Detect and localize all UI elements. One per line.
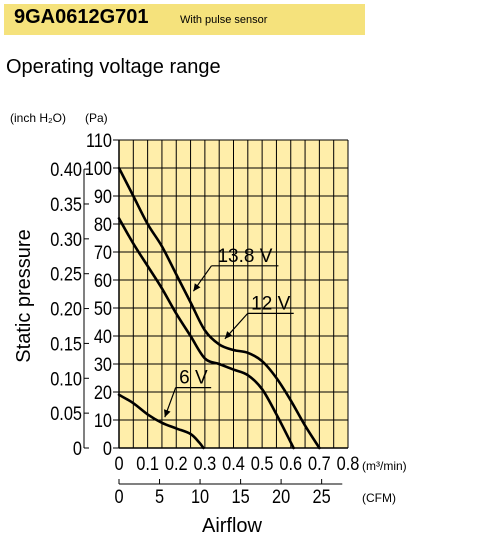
y-unit-inch: (inch H₂O) <box>10 111 66 125</box>
x-unit-cfm: (CFM) <box>362 491 396 505</box>
x-m3-tick-label: 0.7 <box>308 453 331 474</box>
series-leader-arrowhead <box>193 283 201 292</box>
x-m3-tick-label: 0.2 <box>165 453 188 474</box>
curves <box>117 166 321 450</box>
y-inch-tick-label: 0 <box>73 438 82 459</box>
series-label-13-8-v: 13.8 V <box>217 246 272 267</box>
x-cfm-tick-label: 20 <box>272 486 290 507</box>
x-m3-tick-label: 0.5 <box>251 453 274 474</box>
y-inch-tick-label: 0.15 <box>50 333 82 354</box>
y-inch-tick-label: 0.25 <box>50 264 82 285</box>
x-m3-tick-label: 0.1 <box>136 453 159 474</box>
x-m3-tick-label: 0 <box>114 453 123 474</box>
y-pa-tick-label: 110 <box>86 130 112 151</box>
grid <box>119 139 349 448</box>
y-pa-tick-label: 20 <box>94 382 112 403</box>
series-leader-arrowhead <box>164 409 171 418</box>
curve-12-v <box>117 217 295 450</box>
x-m3-tick-label: 0.4 <box>222 453 245 474</box>
y-pa-tick-label: 30 <box>94 354 112 375</box>
series-label-12-v: 12 V <box>251 293 290 314</box>
title-band <box>4 4 365 35</box>
y-pa-tick-label: 60 <box>94 270 112 291</box>
y-inch-tick-label: 0.35 <box>50 194 82 215</box>
model-number: 9GA0612G701 <box>14 6 149 28</box>
series-leader-arrowhead <box>224 331 233 339</box>
x-axis-label: Airflow <box>202 515 263 537</box>
x-m3-tick-label: 0.8 <box>337 453 360 474</box>
model-subtitle: With pulse sensor <box>180 14 268 26</box>
y-pa-tick-label: 10 <box>94 410 112 431</box>
y-pa-tick-label: 70 <box>94 242 112 263</box>
x-cfm-tick-label: 10 <box>191 486 209 507</box>
y-inch-tick-label: 0.10 <box>50 368 82 389</box>
x-m3-tick-label: 0.6 <box>279 453 302 474</box>
section-title: Operating voltage range <box>6 56 221 78</box>
series-label-6-v: 6 V <box>179 368 208 389</box>
curve-6-v <box>117 393 205 450</box>
y-inch-tick-label: 0.20 <box>50 298 82 319</box>
y-pa-tick-label: 40 <box>94 326 112 347</box>
y-pa-tick-label: 100 <box>85 158 112 179</box>
x-cfm-tick-label: 25 <box>313 486 331 507</box>
x-unit-m3: (m³/min) <box>362 459 407 473</box>
y-unit-pa: (Pa) <box>85 111 108 125</box>
curve-13-8-v <box>117 166 321 450</box>
x-m3-tick-label: 0.3 <box>194 453 217 474</box>
y-axis-label: Static pressure <box>13 229 35 362</box>
annotations: 13.8 V 12 V 6 V <box>164 246 294 418</box>
y-pa-tick-label: 80 <box>94 214 112 235</box>
y-pa-tick-label: 50 <box>94 298 112 319</box>
y-inch-tick-label: 0.30 <box>50 229 82 250</box>
x-cfm-tick-label: 5 <box>155 486 164 507</box>
y-inch-tick-label: 0.40 <box>50 159 82 180</box>
axes <box>83 140 348 485</box>
x-cfm-tick-label: 15 <box>232 486 250 507</box>
y-pa-tick-label: 0 <box>103 438 112 459</box>
y-pa-tick-label: 90 <box>94 186 112 207</box>
y-inch-tick-label: 0.05 <box>50 403 82 424</box>
ticks: 010203040506070809010011000.050.100.150.… <box>50 130 359 507</box>
x-cfm-tick-label: 0 <box>114 486 123 507</box>
